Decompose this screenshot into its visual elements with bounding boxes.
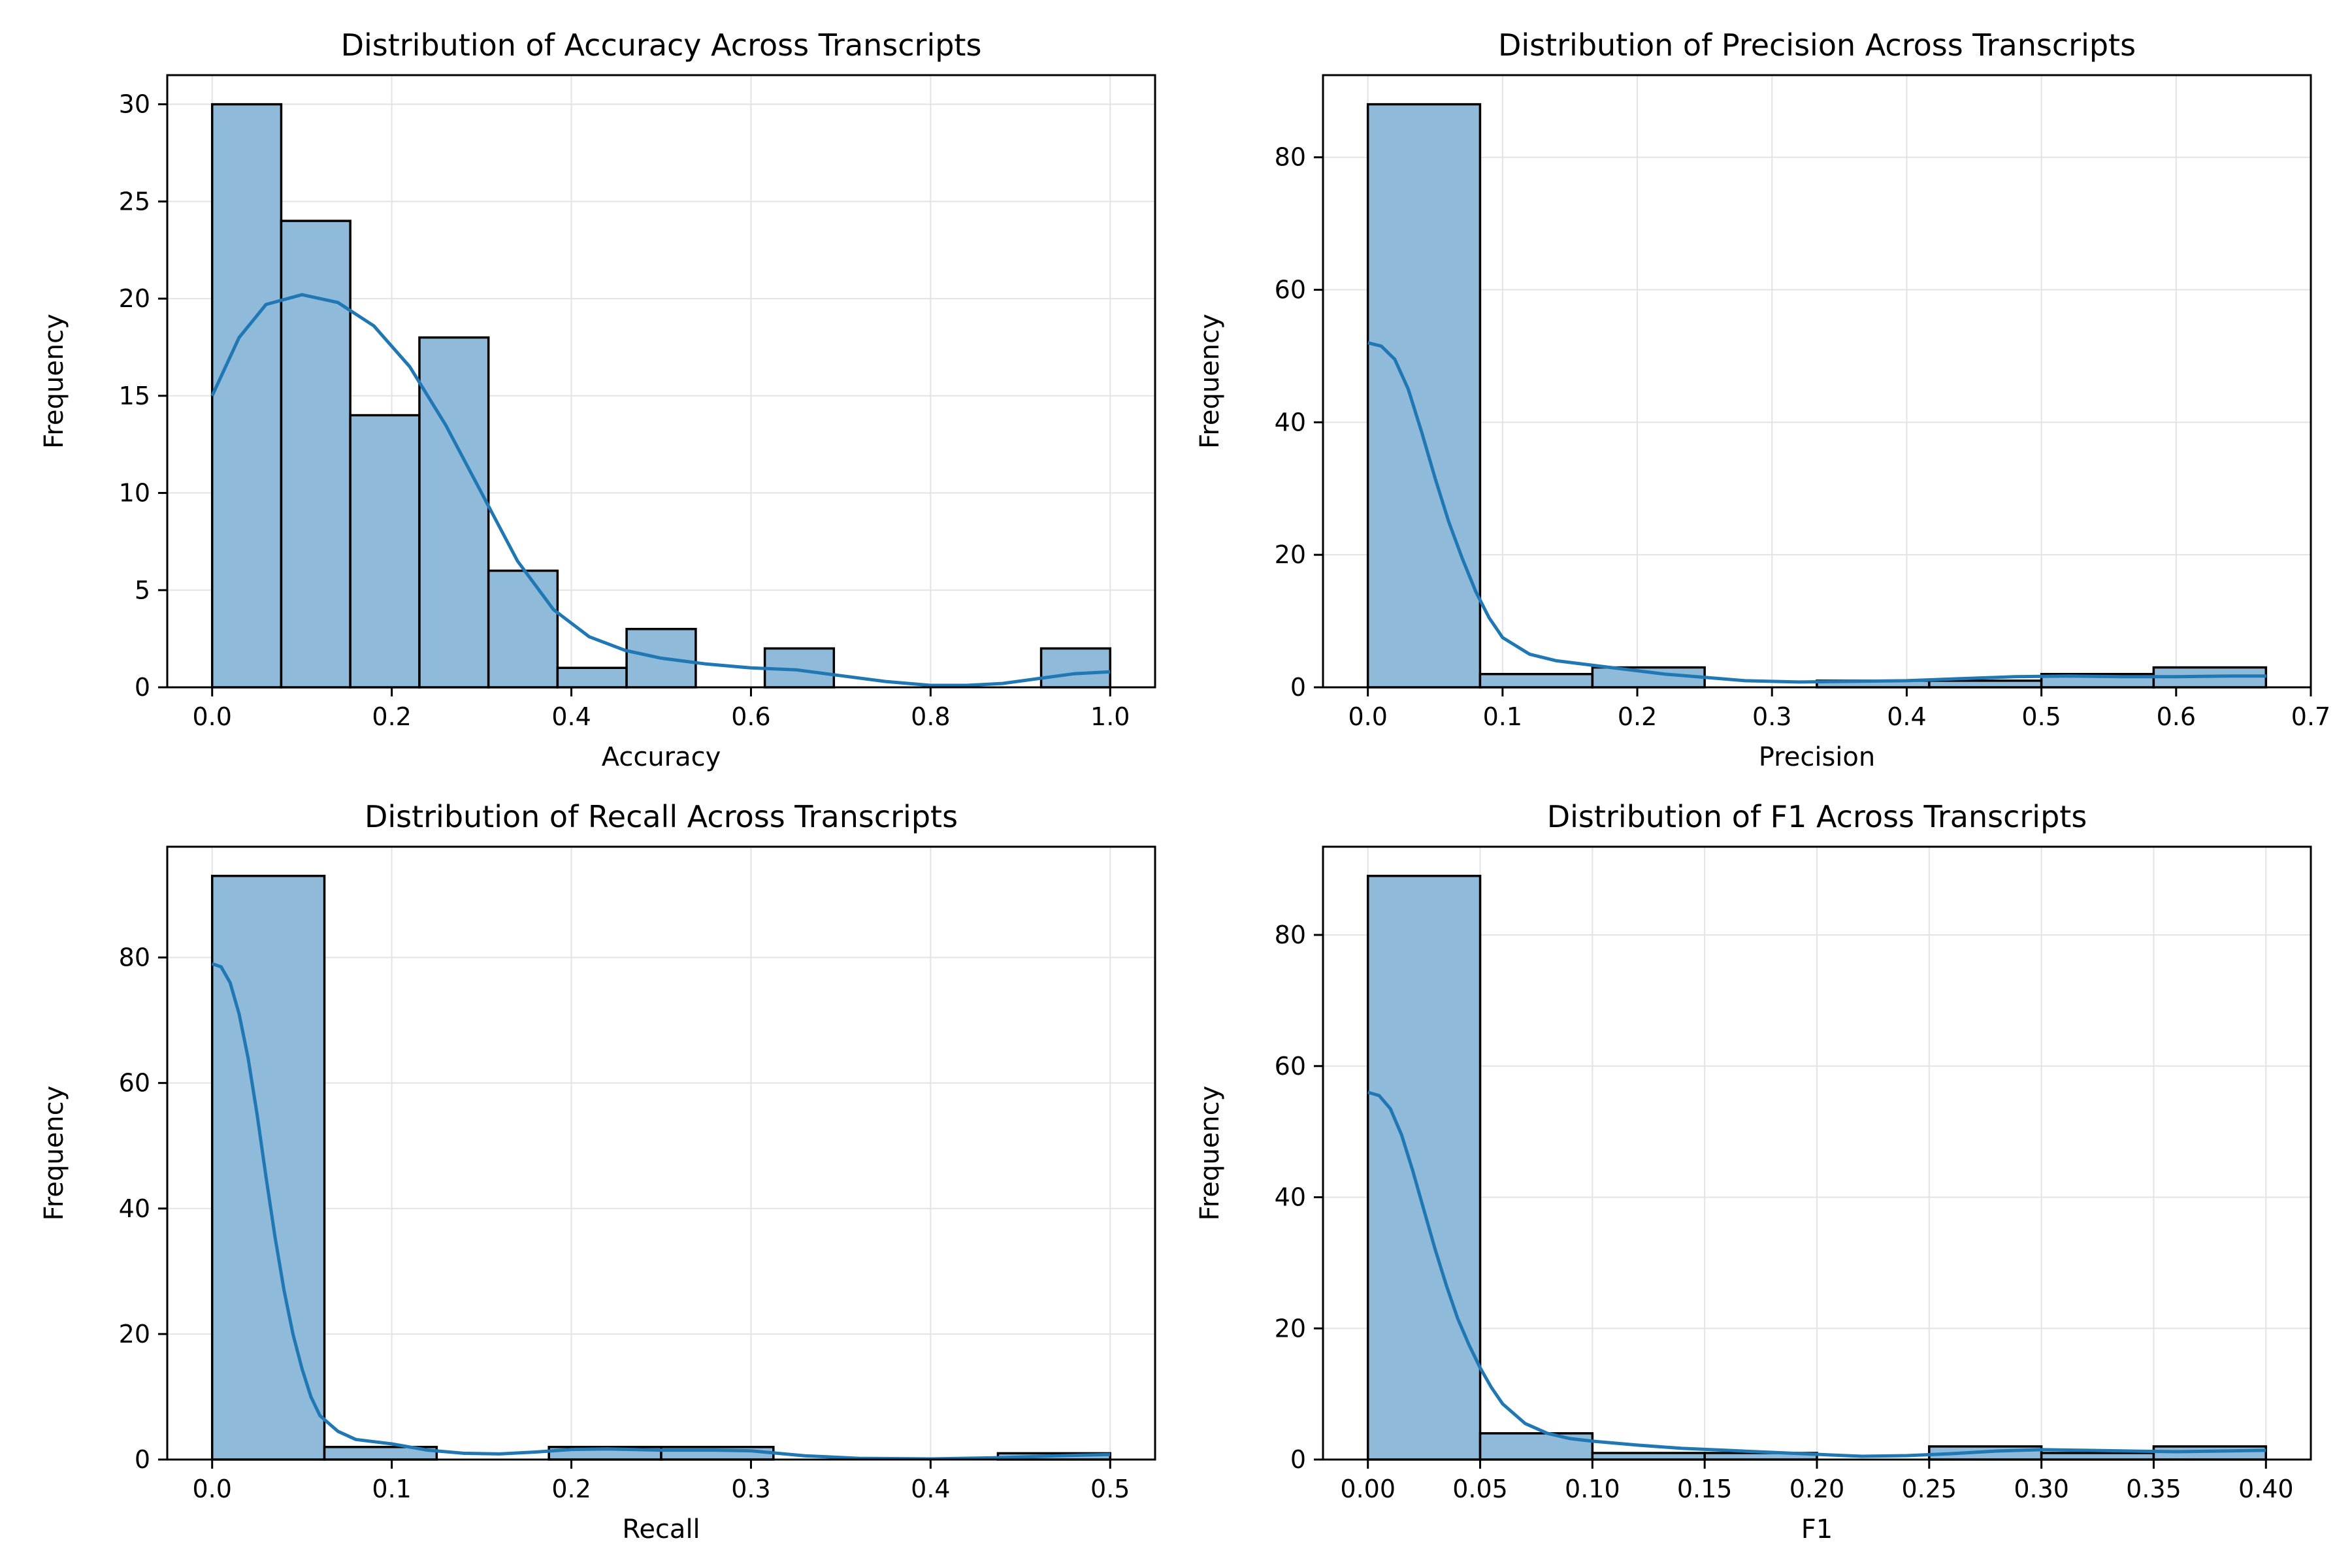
precision-xtick-label-6: 0.6 [2157,702,2196,731]
precision-ylabel: Frequency [1195,314,1225,449]
f1-ytick-label-3: 60 [1275,1052,1306,1081]
recall-ytick-label-3: 60 [119,1069,150,1098]
accuracy-xtick-label-3: 0.6 [731,702,770,731]
accuracy-ytick-label-5: 25 [119,187,150,216]
recall-xtick-label-0: 0.0 [193,1475,232,1503]
accuracy-ytick-label-2: 10 [119,479,150,508]
precision-title: Distribution of Precision Across Transcr… [1498,27,2136,63]
recall-ytick-label-2: 40 [119,1194,150,1223]
accuracy-bar-0 [210,103,283,689]
accuracy-bar-5 [556,666,628,689]
f1-xlabel: F1 [1801,1514,1833,1544]
precision-ytick-label-4: 80 [1275,143,1306,172]
f1-ytick-label-4: 80 [1275,921,1306,949]
precision-xtick-label-2: 0.2 [1618,702,1657,731]
f1-ytick-label-2: 40 [1275,1183,1306,1212]
recall-bar-0 [210,874,326,1461]
f1-title: Distribution of F1 Across Transcripts [1547,799,2087,834]
f1-xtick-label-2: 0.10 [1565,1475,1620,1503]
precision-xtick-label-3: 0.3 [1752,702,1791,731]
recall-ytick-label-1: 20 [119,1320,150,1348]
f1-xtick-label-8: 0.40 [2238,1475,2294,1503]
accuracy-xtick-label-1: 0.2 [372,702,411,731]
panel-f1: 0.00 0.05 0.10 0.15 0.20 0.25 0.30 0.35 0.40 0 20 4… [1195,799,2312,1544]
f1-xtick-label-6: 0.30 [2014,1475,2069,1503]
recall-kde-line [211,962,1111,1461]
accuracy-bar-3 [418,336,490,689]
recall-xtick-label-2: 0.2 [551,1475,591,1503]
precision-xtick-label-7: 0.7 [2291,702,2330,731]
precision-xtick-label-4: 0.4 [1887,702,1926,731]
precision-bar-1 [1478,672,1594,689]
precision-ytick-label-3: 60 [1275,276,1306,304]
precision-ytick-label-2: 40 [1275,408,1306,436]
precision-xtick-label-1: 0.1 [1483,702,1522,731]
f1-xtick-label-4: 0.20 [1789,1475,1845,1503]
precision-xtick-label-0: 0.0 [1348,702,1387,731]
recall-title: Distribution of Recall Across Transcript… [365,799,958,834]
f1-bar-0 [1366,874,1482,1461]
precision-bar-5 [1928,679,2043,689]
accuracy-ytick-label-6: 30 [119,90,150,119]
accuracy-bar-4 [487,569,559,689]
f1-kde-line [1367,1090,2266,1458]
recall-xtick-label-3: 0.3 [731,1475,770,1503]
accuracy-xlabel: Accuracy [602,742,721,772]
recall-xlabel: Recall [622,1514,700,1544]
panel-accuracy: 0.0 0.2 0.4 0.6 0.8 1.0 0 5 10 15 20 25 30 Distributi… [39,27,1156,772]
recall-xtick-label-1: 0.1 [372,1475,411,1503]
recall-ytick-label-0: 0 [135,1445,150,1474]
panel-precision: 0.0 0.1 0.2 0.3 0.4 0.5 0.6 0.7 0 20 40 60 80 Distrib… [1195,27,2330,772]
f1-xtick-label-0: 0.00 [1340,1475,1396,1503]
accuracy-xtick-label-4: 0.8 [911,702,950,731]
accuracy-kde-line [210,293,1111,687]
precision-axes-frame [1322,74,2312,689]
f1-xtick-label-5: 0.25 [1902,1475,1957,1503]
f1-xtick-label-3: 0.15 [1677,1475,1733,1503]
recall-xtick-label-4: 0.4 [911,1475,950,1503]
accuracy-xtick-label-0: 0.0 [193,702,232,731]
accuracy-ytick-label-3: 15 [119,382,150,410]
precision-xtick-label-5: 0.5 [2021,702,2061,731]
accuracy-axes-frame [166,74,1156,689]
f1-xtick-label-7: 0.35 [2126,1475,2181,1503]
f1-xtick-label-1: 0.05 [1452,1475,1508,1503]
f1-ytick-label-1: 20 [1275,1314,1306,1343]
precision-bar-0 [1366,103,1482,689]
accuracy-ytick-label-4: 20 [119,284,150,313]
recall-ytick-label-4: 80 [119,943,150,972]
accuracy-bar-12 [1039,647,1112,689]
accuracy-xtick-label-2: 0.4 [551,702,591,731]
accuracy-ytick-label-0: 0 [135,673,150,702]
recall-xtick-label-5: 0.5 [1090,1475,1130,1503]
f1-ylabel: Frequency [1195,1086,1225,1221]
precision-ytick-label-1: 20 [1275,540,1306,569]
accuracy-bar-1 [280,220,351,689]
accuracy-xtick-label-5: 1.0 [1090,702,1130,731]
f1-ytick-label-0: 0 [1290,1445,1306,1474]
recall-axes-frame [166,845,1156,1461]
f1-bar-1 [1478,1432,1594,1461]
accuracy-title: Distribution of Accuracy Across Transcri… [341,27,982,63]
accuracy-ylabel: Frequency [39,314,69,449]
precision-ytick-label-0: 0 [1290,673,1306,702]
precision-kde-line [1367,341,2266,684]
panel-recall: 0.0 0.1 0.2 0.3 0.4 0.5 0 20 40 60 80 Distribution … [39,799,1156,1544]
f1-bar-2 [1591,1452,1706,1461]
recall-ylabel: Frequency [39,1086,69,1221]
accuracy-ytick-label-1: 5 [135,576,150,604]
f1-bar-6 [2040,1452,2155,1461]
accuracy-bar-2 [349,414,421,689]
precision-xlabel: Precision [1759,742,1875,772]
